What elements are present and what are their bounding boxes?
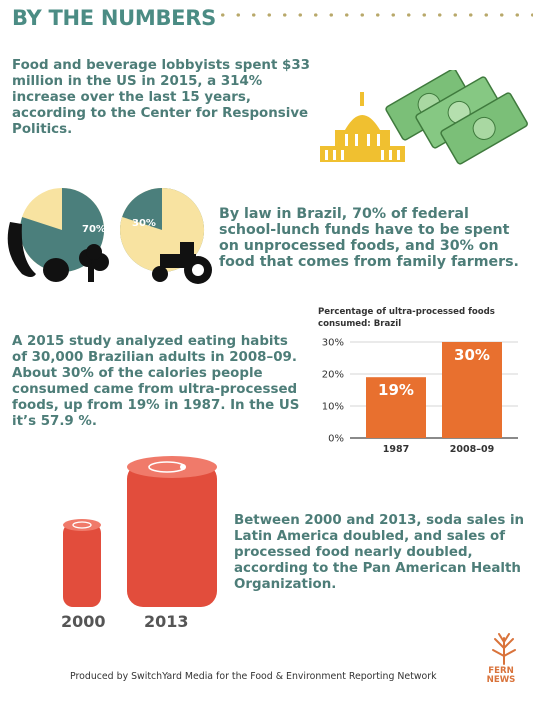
y-tick-label: 30% [322,338,344,349]
lobbying-fact: Food and beverage lobbyists spent $33 mi… [12,58,310,137]
pie-label-70: 70% [82,224,106,235]
page-title: BY THE NUMBERS [12,6,216,30]
small-soda-can-icon [63,519,101,607]
x-tick-label: 1987 [383,444,409,455]
chart-title: Percentage of ultra-processed foods cons… [318,307,495,329]
bar [442,342,502,438]
pie-label-30: 30% [132,218,156,229]
y-tick-label: 10% [322,402,344,413]
y-tick-label: 0% [328,434,344,445]
fern-news-logo: FERN NEWS [486,667,516,685]
bar [366,377,426,438]
fern-tree-logo-icon [492,633,516,665]
credit-line: Produced by SwitchYard Media for the Foo… [70,671,437,682]
bar-value-label: 19% [378,381,414,399]
fern-logo-line2: NEWS [486,675,516,685]
capitol-money-illustration [320,70,528,165]
x-tick-label: 2008–09 [450,444,494,455]
pie-charts-illustration: 70% 30% [7,187,212,284]
broccoli-icon [79,244,109,282]
dollar-bills-icon [385,70,528,165]
bar-value-label: 30% [454,346,490,364]
capitol-icon [320,92,405,162]
soda-cans-illustration [63,456,217,607]
year-label-2000: 2000 [61,612,106,631]
dotted-divider [215,12,533,18]
y-tick-label: 20% [322,370,344,381]
pepper-icon [43,258,69,282]
fern-logo-line1: FERN [488,666,514,676]
soda-fact: Between 2000 and 2013, soda sales in Lat… [234,513,525,592]
bar-chart: 0% 10% 20% 30% 19% 1987 30% 2008–09 [322,338,518,455]
brazil-law-fact: By law in Brazil, 70% of federal school-… [219,206,519,270]
year-label-2013: 2013 [144,612,189,631]
banana-icon [7,222,36,277]
large-soda-can-icon [127,456,217,607]
study-fact: A 2015 study analyzed eating habits of 3… [12,334,300,429]
tractor-icon [152,242,212,284]
